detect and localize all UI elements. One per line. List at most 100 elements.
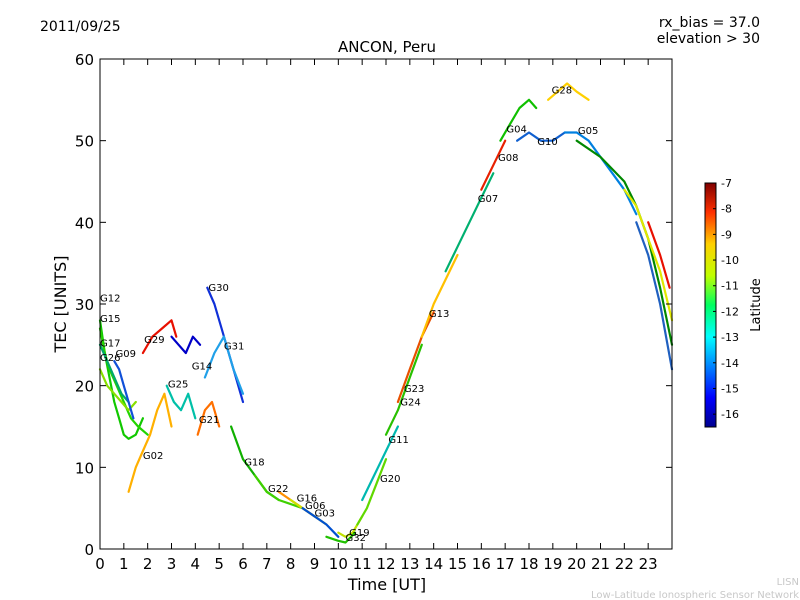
series-line-g20 xyxy=(356,458,388,526)
series-line-g07 xyxy=(444,172,495,273)
x-tick-label: 14 xyxy=(424,555,443,573)
series-line-g11 xyxy=(361,425,399,502)
series-label-g23: G23 xyxy=(404,384,424,395)
series-label-g18: G18 xyxy=(244,458,264,469)
series-label-g25: G25 xyxy=(168,379,188,390)
x-tick-label: 8 xyxy=(286,555,296,573)
x-tick-label: 23 xyxy=(639,555,658,573)
y-tick-label: 30 xyxy=(75,296,94,314)
series-line-g03 xyxy=(301,507,340,538)
series-label-g03: G03 xyxy=(315,508,335,519)
y-tick-label: 0 xyxy=(84,541,94,559)
series-label-g02: G02 xyxy=(143,451,163,462)
x-tick-label: 9 xyxy=(310,555,320,573)
series-line-g05 xyxy=(563,131,638,216)
y-tick-label: 20 xyxy=(75,378,94,396)
series-line-g24 xyxy=(384,343,423,436)
colorbar-tick-label: -14 xyxy=(721,357,739,370)
y-tick-label: 50 xyxy=(75,133,94,151)
chart-title: ANCON, Peru xyxy=(338,38,436,56)
x-tick-label: 4 xyxy=(191,555,201,573)
series-label-g08: G08 xyxy=(498,153,518,164)
series-label-g28: G28 xyxy=(552,85,572,96)
series-label-g05: G05 xyxy=(578,126,598,137)
x-tick-label: 6 xyxy=(238,555,248,573)
series-line-g31 xyxy=(203,335,245,395)
series-label-g24: G24 xyxy=(400,397,420,408)
series-line-g25 xyxy=(165,384,197,420)
colorbar-label: Latitude xyxy=(749,278,764,332)
colorbar-tick-label: -7 xyxy=(721,177,732,190)
series-line-g02 xyxy=(127,392,173,493)
colorbar-tick-label: -8 xyxy=(721,203,732,216)
series-line-g21 xyxy=(196,400,221,436)
x-tick-label: 5 xyxy=(214,555,224,573)
colorbar-tick-label: -15 xyxy=(721,382,739,395)
x-tick-label: 16 xyxy=(472,555,491,573)
series-line-g23 xyxy=(396,311,435,404)
x-tick-label: 11 xyxy=(353,555,372,573)
series-label-g11: G11 xyxy=(388,435,408,446)
series-label-g04: G04 xyxy=(506,125,526,136)
x-tick-label: 3 xyxy=(167,555,177,573)
x-tick-label: 10 xyxy=(329,555,348,573)
y-tick-label: 60 xyxy=(75,51,94,69)
series-layer xyxy=(98,82,674,544)
x-tick-label: 21 xyxy=(591,555,610,573)
series-label-g30: G30 xyxy=(208,283,228,294)
x-tick-label: 12 xyxy=(376,555,395,573)
series-line-g09 xyxy=(113,360,135,420)
series-line-unlabeled-32 xyxy=(635,221,674,371)
series-label-g17: G17 xyxy=(100,339,120,350)
series-label-g15: G15 xyxy=(100,314,120,325)
series-label-g22: G22 xyxy=(268,484,288,495)
x-tick-label: 2 xyxy=(143,555,153,573)
colorbar-tick-label: -13 xyxy=(721,331,739,344)
x-axis-label: Time [UT] xyxy=(347,575,426,594)
series-line-unlabeled-33 xyxy=(647,221,671,289)
series-line-unlabeled-30 xyxy=(575,139,674,346)
x-tick-label: 19 xyxy=(543,555,562,573)
x-axis: 0 1 2 3 4 5 6 7 8 9 10 11 12 13 14 15 16 17 18 19 20 21 22 23 xyxy=(95,59,658,573)
series-label-g06: G06 xyxy=(305,501,325,512)
colorbar: -7 -8 -9 -10 -11 -12 -13 -14 -15 -16 Latitude xyxy=(704,177,764,428)
series-line-g22 xyxy=(253,474,304,510)
rx-bias-label: rx_bias = 37.0 xyxy=(659,15,760,31)
y-axis-label: TEC [UNITS] xyxy=(51,256,70,354)
y-tick-label: 40 xyxy=(75,214,94,232)
series-label-g19: G19 xyxy=(349,528,369,539)
series-label-g21: G21 xyxy=(199,415,219,426)
series-line-g04 xyxy=(499,98,538,142)
series-line-g32 xyxy=(325,531,357,544)
series-line-unlabeled-31 xyxy=(623,188,674,322)
x-tick-label: 22 xyxy=(615,555,634,573)
x-tick-label: 13 xyxy=(400,555,419,573)
series-line-g08 xyxy=(480,139,507,191)
date-label: 2011/09/25 xyxy=(40,19,121,35)
colorbar-tick-label: -16 xyxy=(721,408,739,421)
series-label-g20: G20 xyxy=(380,474,400,485)
series-label-g07: G07 xyxy=(478,194,498,205)
y-axis: 0 10 20 30 40 50 60 xyxy=(75,51,672,559)
x-tick-label: 1 xyxy=(119,555,129,573)
series-label-g13: G13 xyxy=(429,309,449,320)
x-tick-label: 7 xyxy=(262,555,272,573)
x-tick-label: 17 xyxy=(496,555,515,573)
series-label-g29: G29 xyxy=(144,335,164,346)
colorbar-gradient xyxy=(704,182,717,428)
elevation-label: elevation > 30 xyxy=(657,31,760,47)
series-line-g10 xyxy=(516,131,566,142)
x-tick-label: 0 xyxy=(95,555,105,573)
series-line-g17 xyxy=(98,343,130,404)
series-line-g13 xyxy=(420,253,459,338)
series-label-g10: G10 xyxy=(537,137,557,148)
series-line-g29 xyxy=(141,319,178,355)
colorbar-tick-label: -10 xyxy=(721,254,739,267)
series-label-g09: G09 xyxy=(116,349,136,360)
series-label-g31: G31 xyxy=(224,342,244,353)
y-tick-label: 10 xyxy=(75,459,94,477)
series-label-g16: G16 xyxy=(297,494,317,505)
colorbar-tick-label: -12 xyxy=(721,305,739,318)
